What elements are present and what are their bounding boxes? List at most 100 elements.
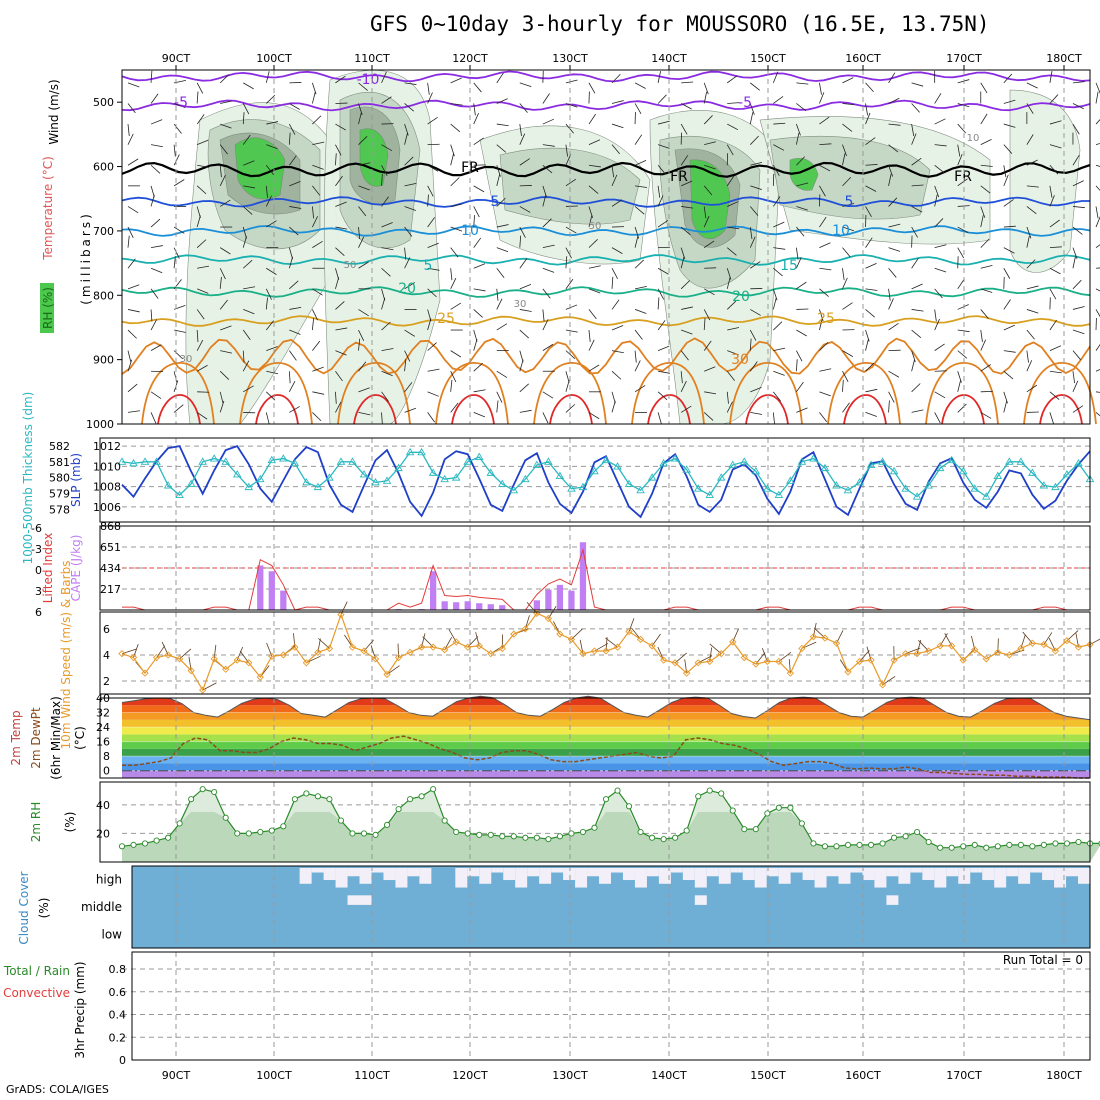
thickness-marker-36 — [532, 460, 542, 468]
wind-barb-59 — [496, 98, 508, 104]
ylabel-rh-pct: (%) — [63, 812, 77, 833]
cloud-clear-0-76 — [1042, 868, 1055, 881]
wind-barb-505 — [865, 309, 875, 318]
thickness-marker-65 — [866, 460, 876, 468]
wind-barb-236 — [611, 174, 618, 187]
wind-barb-162 — [888, 144, 899, 153]
rh2m-marker-74 — [971, 841, 978, 848]
wind-barb-432 — [173, 279, 182, 290]
wind-barb-117 — [842, 123, 853, 132]
rh2m-marker-38 — [556, 833, 563, 840]
wind-barb-93 — [288, 123, 296, 135]
run-total: Run Total = 0 — [1003, 953, 1083, 967]
wind10-marker-11 — [245, 659, 253, 667]
wind-barb-156 — [749, 135, 759, 145]
thickness-marker-53 — [728, 460, 738, 468]
wind-barb-596 — [980, 339, 987, 351]
wind-barb-116 — [819, 116, 830, 125]
cloud-clear-0-27 — [455, 868, 468, 888]
wind-barb-264 — [265, 195, 272, 207]
wind10-marker-57 — [775, 657, 783, 666]
wind-barb-58 — [473, 103, 476, 116]
cape-bar-30 — [499, 605, 506, 610]
wind-barb-257 — [1095, 185, 1100, 191]
rh2m-marker-57 — [775, 804, 782, 811]
wind-barb-569 — [358, 338, 361, 351]
thickness-marker-29 — [451, 473, 461, 481]
wind-barb-557 — [1072, 329, 1085, 335]
wind-barb-697 — [335, 401, 342, 413]
thickness-marker-67 — [889, 466, 899, 475]
wind-barb-71 — [773, 96, 784, 104]
thickness-marker-76 — [993, 471, 1003, 479]
wind-barb-70 — [749, 103, 755, 115]
thickness-marker-7 — [198, 457, 207, 465]
thickness-marker-62 — [832, 481, 841, 489]
wind-barb-555 — [1026, 329, 1035, 340]
ylabel-thickness: 1000-500mb Thickness (dm) — [21, 392, 35, 565]
wind-barb-20 — [588, 82, 596, 94]
wind-barb-221 — [265, 185, 268, 198]
ylabel-cloud: Cloud Cover — [17, 871, 31, 944]
wind-barb-43 — [127, 103, 136, 114]
wind-barb-712 — [680, 405, 692, 413]
bottom-x-label-4: 130CT — [552, 1069, 588, 1082]
wind10-marker-42 — [602, 647, 610, 655]
wind-barb-527 — [381, 321, 391, 331]
wind-barb-263 — [242, 206, 253, 215]
wind-barb-308 — [289, 226, 299, 236]
wind-barb-688 — [127, 410, 140, 413]
wind-barb-352 — [312, 240, 323, 248]
wind10-marker-65 — [867, 656, 875, 664]
wind-barb-462 — [865, 288, 878, 291]
thickness-marker-27 — [428, 468, 438, 476]
contour-label-19: 30 — [514, 299, 527, 310]
wind-barb-335 — [911, 226, 918, 238]
cloud-clear-0-46 — [682, 868, 695, 881]
wind-barb-459 — [796, 281, 807, 290]
wind-barb-353 — [335, 247, 345, 256]
wind-barb-632 — [819, 368, 832, 372]
cloud-clear-0-67 — [934, 868, 947, 888]
wind-barb-597 — [1003, 350, 1016, 353]
rh2m-marker-41 — [591, 824, 598, 831]
isotherm-5 — [121, 254, 1091, 266]
cloud-clear-0-37 — [575, 868, 588, 888]
wind-barb-24 — [681, 81, 694, 84]
wind-barb-571 — [404, 350, 411, 362]
wind-barb-518 — [174, 329, 186, 333]
wind-barb-122 — [957, 123, 967, 134]
cloud-clear-0-78 — [1066, 868, 1079, 877]
cloud-clear-0-53 — [766, 868, 779, 877]
wind-barb-408 — [611, 268, 618, 280]
cloud-clear-0-38 — [587, 868, 600, 877]
wind-barb-55 — [404, 103, 415, 112]
cloud-clear-0-41 — [622, 868, 635, 881]
wind-barb-581 — [634, 350, 637, 363]
temp-tick-1: 8 — [103, 750, 110, 763]
wind10-marker-74 — [971, 646, 979, 654]
thickness-line — [121, 451, 1091, 498]
wind-barb-88 — [173, 123, 182, 134]
wind-barb-37 — [980, 82, 988, 94]
top-x-label-9: 180CT — [1046, 52, 1082, 65]
wind-barb-203 — [842, 153, 846, 166]
contour-label-20: 30 — [180, 354, 193, 365]
wind-barb-553 — [980, 329, 983, 342]
rh2m-marker-83 — [1075, 838, 1082, 846]
wind-barb-602 — [127, 359, 133, 372]
cape-tick-3: 217 — [100, 583, 121, 596]
rh2m-marker-21 — [360, 830, 368, 837]
cloud-clear-0-56 — [802, 868, 815, 881]
precip-tick-3: 0.6 — [109, 986, 127, 999]
wind-barb-289 — [842, 203, 855, 207]
ylabel-cloud-pct: (%) — [37, 898, 51, 919]
temp-frame — [99, 697, 1091, 779]
wind10-marker-73 — [959, 656, 967, 664]
cape-bar-33 — [533, 600, 540, 610]
temp-band-1 — [122, 763, 1090, 771]
wind-barb-535 — [565, 329, 578, 333]
wind-barb-707 — [565, 404, 576, 413]
wind-barb-207 — [934, 164, 945, 173]
wind-barb-355 — [381, 247, 394, 251]
